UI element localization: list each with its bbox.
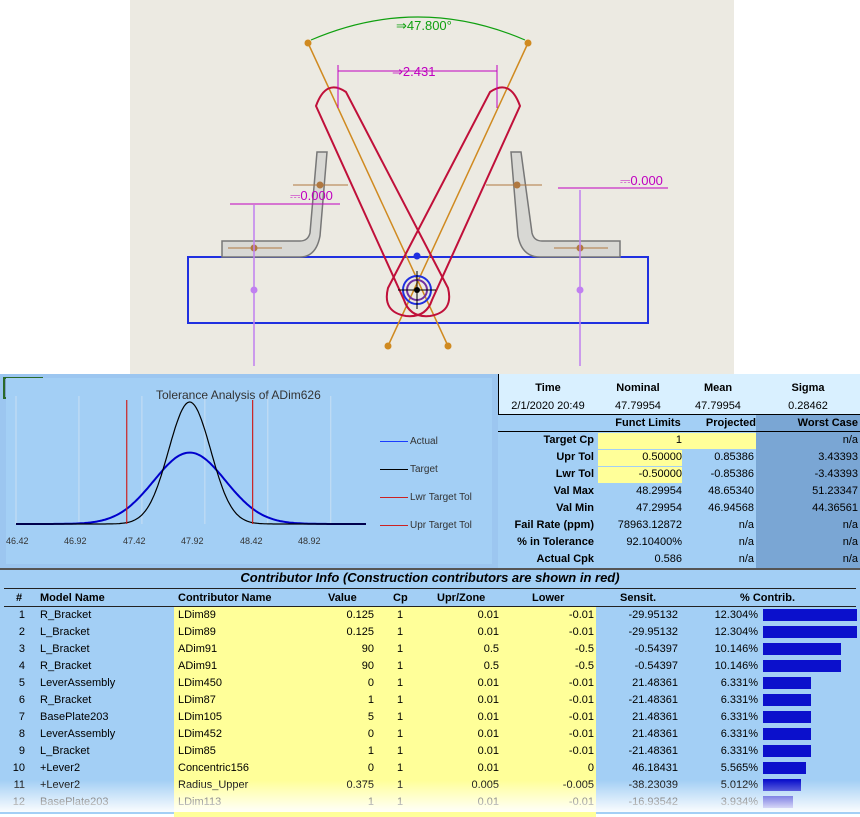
stats-panel: Time Nominal Mean Sigma 2/1/2020 20:49 4… [498, 374, 860, 568]
stat-funct: 47.29954 [636, 502, 682, 514]
time-header: Time [535, 382, 561, 394]
stat-projected: n/a [738, 553, 754, 565]
stat-label: % in Tolerance [517, 536, 594, 548]
stat-funct: 1 [675, 434, 682, 446]
contrib-bar [763, 728, 811, 740]
table-row[interactable]: 10 +Lever2 Concentric156 0 1 0.01 0 46.18431 5.5… [0, 760, 860, 777]
x-tick: 46.92 [64, 536, 87, 546]
cad-viewport[interactable]: ⇒47.800° ⇒2.431 ⎓0.000 ⎓0.000 [130, 0, 734, 374]
stat-funct: 48.29954 [636, 485, 682, 497]
table-row[interactable]: 8 LeverAssembly LDim452 0 1 0.01 -0.01 21.48361… [0, 726, 860, 743]
legend-actual: Actual [380, 434, 438, 448]
stat-worst-case: n/a [842, 434, 858, 446]
legend-target: Target [380, 462, 438, 476]
table-row[interactable]: 7 BasePlate203 LDim105 5 1 0.01 -0.01 21.48361 6… [0, 709, 860, 726]
contrib-bar [763, 711, 811, 723]
chart-title: Tolerance Analysis of ADim626 [156, 388, 321, 402]
x-tick: 48.92 [298, 536, 321, 546]
worst-case-header: Worst Case [797, 417, 858, 429]
table-header-row: # Model Name Contributor Name Value Cp U… [16, 592, 795, 604]
contrib-bar [763, 609, 857, 621]
table-row[interactable]: 1 R_Bracket LDim89 0.125 1 0.01 -0.01 -29.95132… [0, 607, 860, 624]
stat-label: Upr Tol [556, 451, 594, 463]
stat-worst-case: -3.43393 [814, 468, 858, 480]
stat-label: Target Cp [543, 434, 594, 446]
stat-worst-case: n/a [842, 536, 858, 548]
table-row[interactable]: 4 R_Bracket ADim91 90 1 0.5 -0.5 -0.54397 10.146… [0, 658, 860, 675]
bottom-fade [0, 780, 860, 812]
time-value: 2/1/2020 20:49 [511, 400, 585, 412]
stat-label: Fail Rate (ppm) [514, 519, 594, 531]
contrib-bar [763, 762, 806, 774]
angle-dimension-label[interactable]: ⇒47.800° [396, 18, 452, 33]
right-lever-axis [387, 42, 529, 347]
sigma-value: 0.28462 [788, 400, 828, 412]
mean-value: 47.79954 [695, 400, 741, 412]
distribution-curve [16, 401, 366, 525]
stat-funct: 78963.12872 [617, 519, 682, 531]
table-row[interactable]: 5 LeverAssembly LDim450 0 1 0.01 -0.01 21.48361… [0, 675, 860, 692]
stat-label: Val Min [556, 502, 594, 514]
right-lever [385, 86, 522, 318]
x-tick: 46.42 [6, 536, 29, 546]
x-tick: 48.42 [240, 536, 263, 546]
stat-projected: -0.85386 [710, 468, 754, 480]
stat-projected: n/a [738, 519, 754, 531]
x-tick: 47.42 [123, 536, 146, 546]
contrib-bar [763, 626, 857, 638]
stat-worst-case: n/a [842, 519, 858, 531]
contributor-title: Contributor Info (Construction contribut… [240, 570, 620, 585]
legend-lwr-target-tol: Lwr Target Tol [380, 490, 472, 504]
x-tick: 47.92 [181, 536, 204, 546]
angle-dimension-arc [310, 16, 526, 41]
left-offset-dimension-label[interactable]: ⎓0.000 [290, 188, 333, 203]
contrib-bar [763, 643, 841, 655]
contrib-bar [763, 694, 811, 706]
stat-funct: 0.586 [654, 553, 682, 565]
table-row[interactable]: 6 R_Bracket LDim87 1 1 0.01 -0.01 -21.48361 6.33… [0, 692, 860, 709]
nominal-header: Nominal [616, 382, 660, 394]
stat-projected: 48.65340 [708, 485, 754, 497]
stat-projected: 0.85386 [714, 451, 754, 463]
distribution-curve [16, 451, 366, 525]
stat-worst-case: 44.36561 [812, 502, 858, 514]
stat-worst-case: 3.43393 [818, 451, 858, 463]
stat-worst-case: n/a [842, 553, 858, 565]
stat-label: Actual Cpk [536, 553, 594, 565]
contrib-bar [763, 745, 811, 757]
stat-funct: 0.50000 [642, 451, 682, 463]
sigma-header: Sigma [791, 382, 825, 394]
right-offset-dimension-label[interactable]: ⎓0.000 [620, 173, 663, 188]
stat-label: Lwr Tol [555, 468, 594, 480]
table-row[interactable]: 3 L_Bracket ADim91 90 1 0.5 -0.5 -0.54397 10.146… [0, 641, 860, 658]
right-bracket [510, 151, 621, 258]
left-bracket [221, 151, 328, 258]
stat-funct: -0.50000 [638, 468, 682, 480]
stat-worst-case: 51.23347 [812, 485, 858, 497]
chart-panel: Tolerance Analysis of ADim626 46.42 46.9… [0, 374, 499, 568]
table-row[interactable]: 9 L_Bracket LDim85 1 1 0.01 -0.01 -21.48361 6.33… [0, 743, 860, 760]
contributor-table: Contributor Info (Construction contribut… [0, 568, 860, 817]
table-row[interactable]: 2 L_Bracket LDim89 0.125 1 0.01 -0.01 -29.95132… [0, 624, 860, 641]
contrib-bar [763, 677, 811, 689]
nominal-value: 47.79954 [615, 400, 661, 412]
stat-label: Val Max [553, 485, 594, 497]
gap-dimension-label[interactable]: ⇒2.431 [392, 64, 435, 79]
stat-projected: 46.94568 [708, 502, 754, 514]
contrib-bar [763, 660, 841, 672]
funct-limits-header: Funct Limits [615, 417, 681, 429]
stat-funct: 92.10400% [626, 536, 682, 548]
stat-projected: n/a [738, 536, 754, 548]
tolerance-chart[interactable]: Tolerance Analysis of ADim626 46.42 46.9… [6, 378, 492, 564]
legend-upr-target-tol: Upr Target Tol [380, 518, 472, 532]
mean-header: Mean [703, 382, 733, 394]
left-lever [314, 86, 451, 318]
cad-drawing: ⇒47.800° ⇒2.431 ⎓0.000 ⎓0.000 [187, 16, 668, 366]
chart-plot [15, 396, 366, 525]
projected-header: Projected [705, 417, 756, 429]
